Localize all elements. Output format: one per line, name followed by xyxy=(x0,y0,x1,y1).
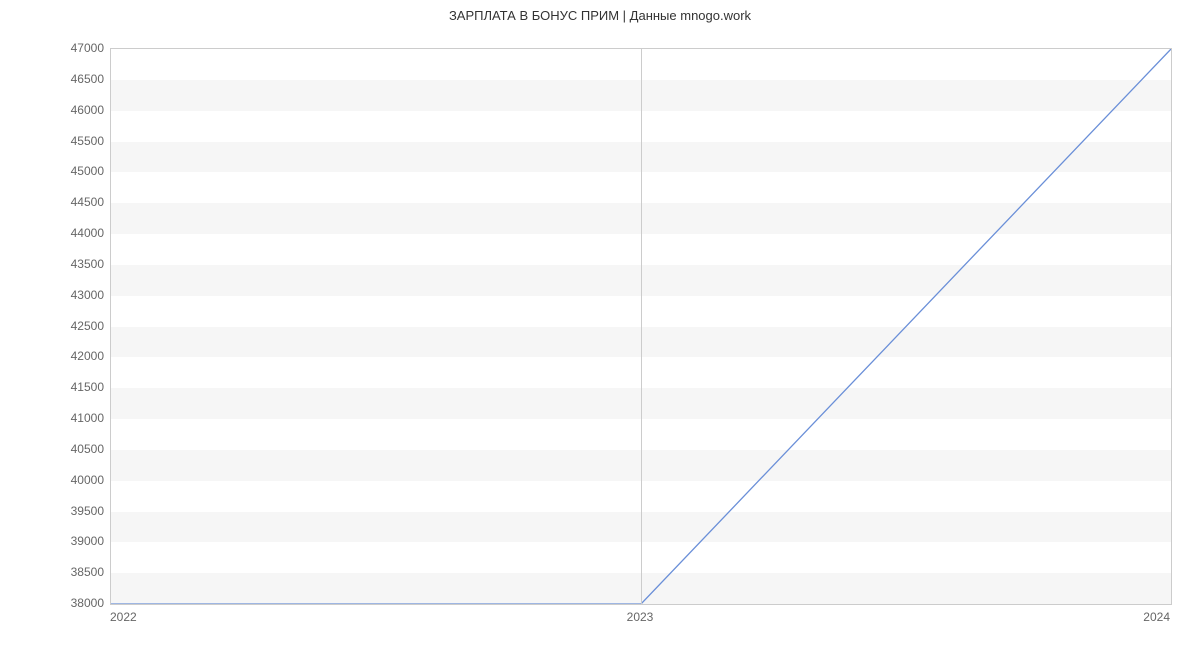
plot-area xyxy=(110,48,1172,605)
y-tick-label: 40000 xyxy=(24,473,104,487)
y-tick-label: 45500 xyxy=(24,134,104,148)
y-tick-label: 47000 xyxy=(24,41,104,55)
y-tick-label: 44000 xyxy=(24,226,104,240)
y-tick-label: 40500 xyxy=(24,442,104,456)
y-tick-label: 43000 xyxy=(24,288,104,302)
x-gridline xyxy=(641,49,642,604)
y-tick-label: 39000 xyxy=(24,534,104,548)
y-tick-label: 42000 xyxy=(24,349,104,363)
y-tick-label: 44500 xyxy=(24,195,104,209)
y-tick-label: 41000 xyxy=(24,411,104,425)
x-tick-label: 2024 xyxy=(1143,610,1170,624)
chart-title: ЗАРПЛАТА В БОНУС ПРИМ | Данные mnogo.wor… xyxy=(0,0,1200,23)
y-tick-label: 42500 xyxy=(24,319,104,333)
salary-chart: ЗАРПЛАТА В БОНУС ПРИМ | Данные mnogo.wor… xyxy=(0,0,1200,650)
y-tick-label: 43500 xyxy=(24,257,104,271)
x-tick-label: 2023 xyxy=(627,610,654,624)
y-tick-label: 45000 xyxy=(24,164,104,178)
y-tick-label: 38500 xyxy=(24,565,104,579)
y-tick-label: 38000 xyxy=(24,596,104,610)
y-tick-label: 46000 xyxy=(24,103,104,117)
y-tick-label: 46500 xyxy=(24,72,104,86)
x-tick-label: 2022 xyxy=(110,610,137,624)
y-tick-label: 39500 xyxy=(24,504,104,518)
y-tick-label: 41500 xyxy=(24,380,104,394)
